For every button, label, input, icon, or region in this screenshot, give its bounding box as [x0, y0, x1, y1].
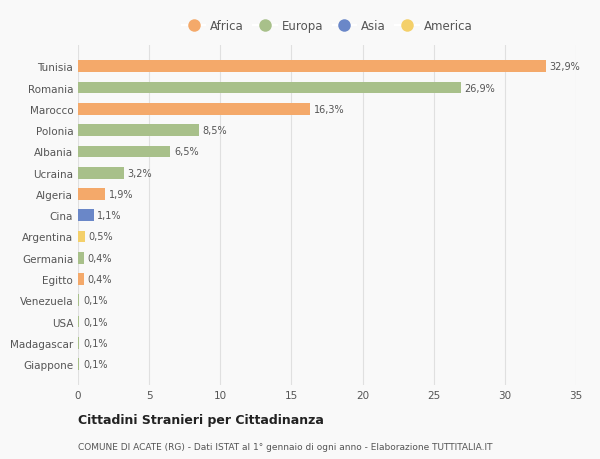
Text: 1,1%: 1,1%: [97, 211, 122, 221]
Text: 0,1%: 0,1%: [83, 359, 107, 369]
Text: 0,4%: 0,4%: [87, 274, 112, 285]
Bar: [78, 274, 83, 285]
Bar: [78, 295, 79, 307]
Bar: [78, 146, 170, 158]
Bar: [78, 210, 94, 222]
Text: 1,9%: 1,9%: [109, 190, 133, 200]
Bar: [78, 104, 310, 116]
Bar: [78, 83, 461, 94]
Text: 0,5%: 0,5%: [89, 232, 113, 242]
Text: 0,1%: 0,1%: [83, 317, 107, 327]
Bar: [78, 252, 83, 264]
Text: 6,5%: 6,5%: [174, 147, 199, 157]
Bar: [78, 358, 79, 370]
Legend: Africa, Europa, Asia, America: Africa, Europa, Asia, America: [179, 18, 475, 35]
Text: Cittadini Stranieri per Cittadinanza: Cittadini Stranieri per Cittadinanza: [78, 413, 324, 426]
Bar: [78, 62, 546, 73]
Bar: [78, 337, 79, 349]
Bar: [78, 168, 124, 179]
Bar: [78, 125, 199, 137]
Bar: [78, 189, 105, 200]
Text: 32,9%: 32,9%: [550, 62, 580, 72]
Bar: [78, 316, 79, 328]
Text: 0,1%: 0,1%: [83, 296, 107, 306]
Text: 8,5%: 8,5%: [203, 126, 227, 136]
Text: COMUNE DI ACATE (RG) - Dati ISTAT al 1° gennaio di ogni anno - Elaborazione TUTT: COMUNE DI ACATE (RG) - Dati ISTAT al 1° …: [78, 442, 493, 451]
Bar: [78, 231, 85, 243]
Text: 0,4%: 0,4%: [87, 253, 112, 263]
Text: 26,9%: 26,9%: [464, 84, 495, 93]
Text: 0,1%: 0,1%: [83, 338, 107, 348]
Text: 16,3%: 16,3%: [313, 105, 344, 115]
Text: 3,2%: 3,2%: [127, 168, 152, 178]
